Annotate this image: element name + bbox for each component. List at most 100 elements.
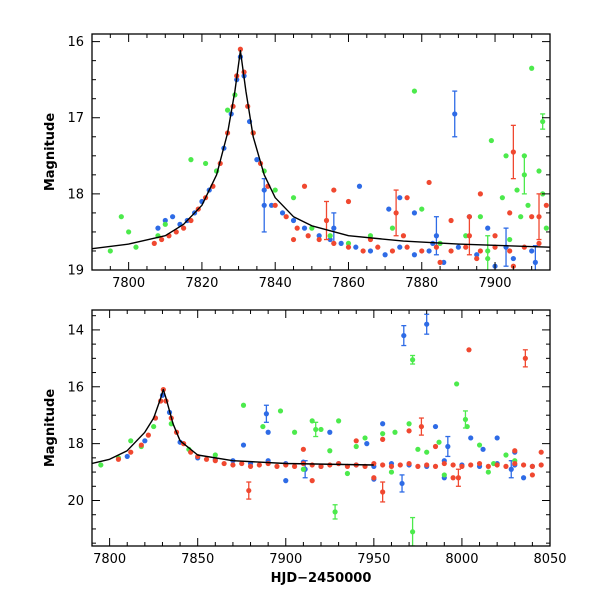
top-data-point — [345, 198, 352, 205]
bottom-data-point — [466, 347, 472, 353]
bottom-data-point — [397, 462, 403, 468]
bottom-data-point — [212, 452, 218, 458]
bottom-data-point — [247, 463, 254, 469]
bottom-y-tick-label: 20 — [67, 494, 84, 509]
bottom-data-point — [468, 435, 474, 441]
bottom-data-point — [203, 456, 210, 462]
top-data-point — [485, 225, 491, 231]
bottom-data-point — [380, 421, 386, 427]
bottom-data-point — [503, 463, 509, 469]
bottom-x-tick-label: 7850 — [181, 552, 214, 567]
bottom-data-point — [151, 423, 157, 430]
top-data-point — [543, 225, 549, 231]
top-data-point — [202, 160, 209, 167]
bottom-data-point — [353, 443, 359, 450]
bottom-data-point — [476, 442, 483, 448]
bottom-data-point — [309, 418, 315, 424]
top-y-tick-label: 19 — [67, 264, 84, 279]
bottom-model-line — [92, 388, 374, 466]
bottom-axis-ticks: 7800 7850 7900 7950 8000 8050 14 16 18 20 — [67, 310, 567, 567]
top-data-point — [356, 183, 363, 189]
bottom-data-point — [128, 438, 134, 444]
bottom-data-point — [406, 428, 412, 434]
top-data-point — [237, 46, 243, 52]
bottom-data-point — [277, 408, 284, 414]
top-data-point — [463, 244, 469, 250]
bottom-data-point — [371, 475, 377, 481]
bottom-y-axis-label: Magnitude — [43, 389, 58, 468]
top-data-point — [521, 153, 527, 159]
top-model-curve — [92, 50, 550, 250]
top-data-point — [466, 214, 472, 220]
bottom-data-point — [480, 446, 486, 452]
top-data-point — [499, 195, 505, 201]
bottom-data-point — [318, 463, 324, 469]
bottom-data-point — [494, 462, 500, 468]
bottom-data-point — [336, 460, 342, 467]
bottom-data-point — [459, 463, 465, 469]
top-data-point — [188, 217, 194, 224]
top-x-tick-label: 7880 — [405, 276, 438, 291]
top-data-point — [510, 255, 516, 262]
top-x-tick-label: 7820 — [185, 276, 218, 291]
top-data-point — [514, 187, 520, 193]
bottom-x-tick-label: 8000 — [445, 552, 478, 567]
top-y-tick-label: 18 — [67, 187, 84, 202]
bottom-data-point — [432, 423, 439, 430]
top-data-point — [305, 233, 311, 239]
top-panel-light-curve: 7800 7820 7840 7860 7880 7900 16 17 18 19 Magnitu… — [43, 33, 551, 291]
top-data-point — [477, 214, 483, 220]
top-data-point — [345, 240, 352, 246]
bottom-data-point — [309, 462, 315, 468]
bottom-errorbar — [455, 468, 461, 487]
top-errorbar — [323, 200, 330, 241]
bottom-data-point — [503, 452, 509, 458]
top-data-point — [283, 214, 289, 220]
bottom-errorbar — [418, 417, 425, 436]
top-data-point — [419, 248, 425, 254]
bottom-data-point — [274, 463, 280, 469]
bottom-data-point — [128, 449, 134, 455]
top-x-tick-label: 7860 — [332, 276, 365, 291]
top-data-point — [279, 210, 286, 216]
bottom-data-point — [415, 446, 421, 452]
top-data-point — [382, 252, 388, 258]
top-data-point — [290, 236, 297, 243]
bottom-errorbar — [313, 421, 319, 438]
bottom-x-tick-label: 7800 — [93, 552, 126, 567]
bottom-data-point — [265, 429, 271, 435]
top-data-point — [345, 244, 352, 250]
top-errorbar — [452, 90, 458, 138]
bottom-data-point — [327, 448, 333, 454]
top-data-point — [316, 233, 322, 239]
top-data-point — [448, 248, 454, 254]
bottom-data-point — [424, 462, 430, 468]
bottom-errorbar — [445, 435, 451, 458]
bottom-data-point — [221, 460, 227, 467]
bottom-model-curve — [92, 388, 374, 466]
bottom-errorbar — [263, 404, 269, 423]
top-data-point — [159, 236, 165, 243]
bottom-data-point — [344, 470, 351, 477]
top-data-point — [294, 225, 300, 231]
top-data-point — [397, 244, 403, 250]
bottom-data-point — [353, 438, 359, 444]
bottom-data-point — [388, 469, 395, 475]
bottom-data-point — [309, 478, 315, 484]
top-data-point — [529, 214, 535, 220]
bottom-data-point — [529, 472, 535, 478]
top-x-tick-label: 7840 — [259, 276, 292, 291]
bottom-x-tick-label: 8050 — [533, 552, 566, 567]
bottom-errorbar — [410, 354, 416, 365]
bottom-data-point — [124, 453, 130, 460]
top-data-point — [301, 183, 308, 189]
bottom-errorbar — [522, 349, 528, 368]
top-data-point — [162, 217, 168, 224]
bottom-y-tick-label: 14 — [67, 323, 84, 338]
bottom-data-point — [380, 462, 386, 468]
top-data-point — [170, 214, 176, 220]
top-data-point — [301, 225, 308, 231]
top-data-point — [224, 107, 231, 113]
top-data-point — [188, 157, 194, 163]
top-y-axis-label: Magnitude — [43, 113, 58, 192]
